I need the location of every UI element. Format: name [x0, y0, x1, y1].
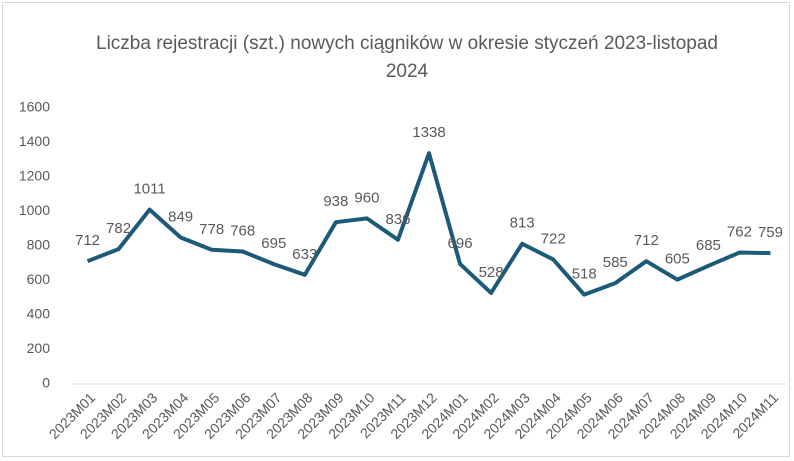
data-label: 518 — [572, 266, 597, 283]
data-label: 585 — [603, 254, 628, 271]
data-line — [86, 151, 771, 297]
data-label: 938 — [323, 193, 348, 210]
data-label: 960 — [354, 189, 379, 206]
data-label: 695 — [261, 235, 286, 252]
data-label: 762 — [727, 224, 752, 241]
data-label: 836 — [385, 211, 410, 228]
y-tick-label: 0 — [42, 375, 50, 391]
y-tick-label: 400 — [27, 306, 51, 322]
data-label: 1011 — [133, 181, 165, 198]
data-label: 759 — [758, 224, 783, 241]
data-label: 685 — [696, 237, 721, 254]
data-label: 696 — [448, 235, 473, 252]
data-label: 528 — [479, 264, 504, 281]
data-label: 782 — [106, 220, 131, 237]
y-tick-label: 1200 — [19, 168, 50, 184]
data-label: 722 — [541, 230, 566, 247]
chart-title: Liczba rejestracji (szt.) nowych ciągnik… — [96, 33, 718, 82]
y-tick-label: 600 — [27, 271, 51, 287]
data-label: 712 — [75, 232, 100, 249]
data-label: 605 — [665, 251, 690, 268]
y-tick-label: 1400 — [19, 133, 50, 149]
y-tick-label: 200 — [27, 340, 51, 356]
data-label: 768 — [230, 222, 255, 239]
data-label: 778 — [199, 221, 224, 238]
y-tick-label: 1600 — [19, 99, 50, 115]
data-label: 813 — [510, 215, 535, 232]
data-label: 849 — [168, 209, 193, 226]
data-label: 1338 — [412, 124, 445, 141]
chart-frame — [2, 2, 790, 457]
y-tick-label: 1000 — [19, 202, 50, 218]
data-label: 633 — [292, 246, 317, 263]
data-label: 712 — [634, 232, 659, 249]
y-tick-label: 800 — [27, 237, 51, 253]
